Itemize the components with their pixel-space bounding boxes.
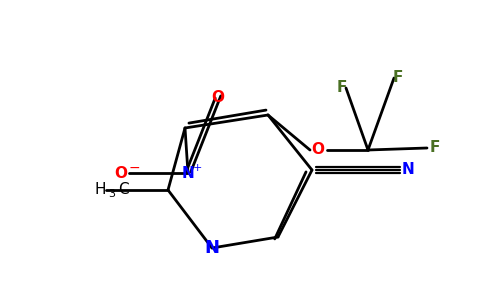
Text: N: N bbox=[205, 239, 220, 257]
Text: N: N bbox=[182, 166, 195, 181]
Text: N: N bbox=[402, 163, 414, 178]
Text: 3: 3 bbox=[108, 189, 115, 199]
Text: O: O bbox=[212, 89, 225, 104]
Text: O: O bbox=[114, 166, 127, 181]
Text: H: H bbox=[94, 182, 106, 197]
Text: F: F bbox=[430, 140, 440, 155]
Text: F: F bbox=[337, 80, 347, 95]
Text: C: C bbox=[118, 182, 129, 197]
Text: O: O bbox=[312, 142, 324, 158]
Text: −: − bbox=[129, 161, 141, 175]
Text: +: + bbox=[192, 163, 202, 173]
Text: F: F bbox=[393, 70, 403, 86]
